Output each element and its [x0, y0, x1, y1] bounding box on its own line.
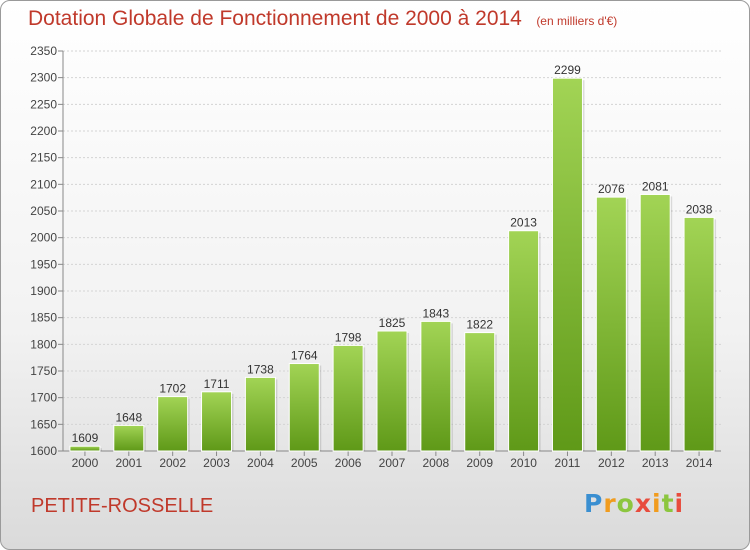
bar-2008	[420, 320, 452, 452]
y-tick-label: 1950	[30, 257, 57, 271]
bar-2009	[464, 332, 496, 452]
data-label: 2299	[554, 63, 581, 77]
y-tick-label: 1700	[30, 391, 57, 405]
bar-2013	[639, 193, 671, 452]
chart-subtitle: (en milliers d'€)	[536, 14, 618, 28]
bar-layer	[69, 77, 717, 452]
data-label: 1798	[335, 330, 362, 344]
x-tick-label: 2011	[555, 456, 581, 470]
bar-2004	[244, 376, 276, 452]
x-tick-label: 2014	[686, 456, 713, 470]
bar-2014	[683, 216, 715, 452]
x-tick-label: 2010	[510, 456, 537, 470]
x-tick-label: 2000	[72, 456, 99, 470]
y-tick-label: 2350	[30, 44, 57, 58]
data-label: 1825	[379, 316, 406, 330]
chart-title: Dotation Globale de Fonctionnement de 20…	[28, 7, 522, 30]
bar-2000	[69, 445, 101, 452]
data-label: 2076	[598, 182, 625, 196]
y-tick-label: 2150	[30, 151, 57, 165]
proxiti-logo: Proxiti	[584, 489, 685, 518]
bar-2006	[332, 344, 364, 452]
bar-2003	[201, 391, 233, 452]
bar-2012	[595, 196, 627, 452]
data-label: 2013	[510, 216, 537, 230]
y-tick-label: 2200	[30, 124, 57, 138]
y-tick-label: 2300	[30, 71, 57, 85]
label-layer: 2000 1609 2001 1648 2002 1702 2003 1711 2004 1738…	[72, 63, 713, 470]
x-tick-label: 2008	[423, 456, 450, 470]
bar-2007	[376, 330, 408, 452]
y-tick-label: 1650	[30, 417, 57, 431]
x-tick-label: 2003	[203, 456, 230, 470]
bar-2010	[508, 230, 540, 452]
data-label: 1609	[72, 431, 99, 445]
data-label: 1764	[291, 349, 318, 363]
x-tick-label: 2012	[598, 456, 625, 470]
x-tick-label: 2009	[466, 456, 493, 470]
chart-title-block: Dotation Globale de Fonctionnement de 20…	[28, 7, 617, 31]
commune-name: PETITE-ROSSELLE	[31, 495, 214, 517]
x-tick-label: 2007	[379, 456, 406, 470]
bar-2005	[288, 363, 320, 452]
y-tick-label: 1850	[30, 311, 57, 325]
data-label: 1702	[159, 382, 186, 396]
y-tick-label: 2100	[30, 177, 57, 191]
x-tick-label: 2006	[335, 456, 362, 470]
data-label: 2081	[642, 179, 669, 193]
y-tick-label: 2000	[30, 231, 57, 245]
x-tick-label: 2013	[642, 456, 669, 470]
bar-2002	[157, 396, 189, 452]
y-tick-label: 1800	[30, 337, 57, 351]
x-tick-label: 2001	[115, 456, 142, 470]
x-tick-label: 2004	[247, 456, 274, 470]
data-label: 2038	[686, 202, 713, 216]
data-label: 1711	[204, 377, 230, 391]
bar-2011	[551, 77, 583, 452]
y-tick-label: 2050	[30, 204, 57, 218]
y-tick-label: 1600	[30, 444, 57, 458]
data-label: 1843	[423, 306, 450, 320]
x-tick-label: 2002	[159, 456, 186, 470]
data-label: 1738	[247, 362, 274, 376]
bar-2001	[113, 424, 145, 452]
y-tick-label: 1900	[30, 284, 57, 298]
y-tick-label: 2250	[30, 97, 57, 111]
data-label: 1648	[115, 410, 142, 424]
x-tick-label: 2005	[291, 456, 318, 470]
y-tick-label: 1750	[30, 364, 57, 378]
data-label: 1822	[466, 318, 493, 332]
